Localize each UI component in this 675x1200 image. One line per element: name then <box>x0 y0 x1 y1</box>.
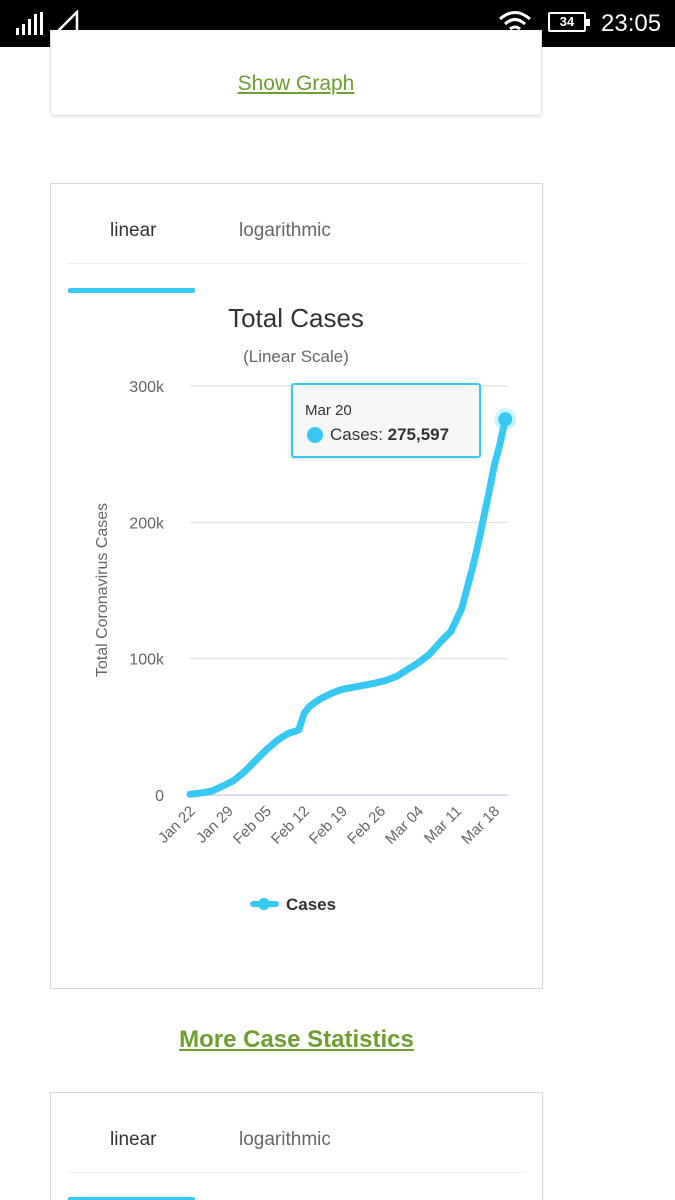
legend-marker <box>258 898 270 910</box>
x-tick-label: Jan 22 <box>155 803 199 847</box>
next-chart-card: linear logarithmic <box>50 1092 543 1200</box>
tooltip-value-line: Cases: 275,597 <box>330 425 450 444</box>
tab-logarithmic-2[interactable]: logarithmic <box>239 1129 331 1150</box>
total-cases-card: linear logarithmic <box>50 183 543 989</box>
x-tick-label: Jan 29 <box>193 803 237 847</box>
scale-tabs: linear logarithmic <box>68 208 526 293</box>
chart-title: Total Cases <box>228 303 364 333</box>
show-graph-link[interactable]: Show Graph <box>237 72 355 95</box>
x-tick-label: Mar 11 <box>421 803 465 847</box>
y-tick-label: 200k <box>129 515 165 532</box>
clock: 23:05 <box>601 10 662 37</box>
y-tick-label: 100k <box>129 652 165 669</box>
x-tick-label: Feb 05 <box>230 803 275 848</box>
previous-card: Show Graph <box>50 30 542 116</box>
legend-label: Cases <box>286 895 336 914</box>
y-tick-label: 0 <box>155 788 164 805</box>
active-tab-indicator-2 <box>68 1197 195 1200</box>
scale-tabs-2: linear logarithmic <box>68 1117 526 1200</box>
x-tick-label: Feb 12 <box>268 803 313 848</box>
y-axis-ticks: 0 100k 200k 300k <box>129 379 165 805</box>
chart-subtitle: (Linear Scale) <box>243 347 349 366</box>
battery-level: 34 <box>559 14 575 29</box>
tooltip-series-dot <box>307 427 323 443</box>
cases-series-line <box>186 415 509 798</box>
signal-icon <box>16 12 43 35</box>
more-case-statistics-link[interactable]: More Case Statistics <box>179 1026 414 1053</box>
tooltip-value: 275,597 <box>387 425 450 444</box>
y-axis-label: Total Coronavirus Cases <box>94 503 111 677</box>
x-tick-label: Feb 19 <box>306 803 351 848</box>
tab-logarithmic[interactable]: logarithmic <box>239 220 331 241</box>
chart-tooltip: Mar 20 Cases: 275,597 <box>291 383 481 458</box>
tooltip-date: Mar 20 <box>305 402 352 419</box>
tab-linear[interactable]: linear <box>110 220 157 241</box>
x-tick-label: Mar 18 <box>458 803 503 848</box>
tab-linear-2[interactable]: linear <box>110 1129 157 1150</box>
active-tab-indicator <box>68 288 195 293</box>
legend[interactable]: Cases <box>250 895 336 914</box>
x-tick-label: Feb 26 <box>344 803 389 848</box>
y-tick-label: 300k <box>129 379 165 396</box>
x-tick-label: Mar 04 <box>382 803 427 848</box>
battery-icon: 34 <box>548 12 590 32</box>
tooltip-series-name: Cases <box>330 425 379 444</box>
highlighted-point[interactable] <box>498 412 513 427</box>
